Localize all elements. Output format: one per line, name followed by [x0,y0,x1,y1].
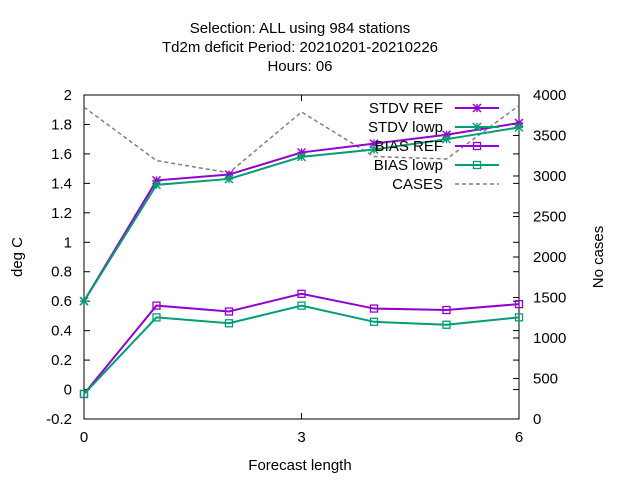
data-point-bias-lowp [297,301,306,310]
y-tick-label: 1.4 [51,175,72,192]
data-point-bias-ref [224,307,234,316]
y2-tick-label: 3000 [533,168,566,185]
data-point-bias-ref [514,299,524,309]
data-point-stdv-lowp-stroke [152,180,161,190]
data-point-stdv-lowp-stroke [442,134,451,144]
legend-marker-bias-ref [472,141,482,151]
data-point-bias-lowp [224,319,234,328]
series-line-bias-lowp [83,304,520,395]
data-point-stdv-lowp [79,296,89,306]
legend-marker-bias-lowp [472,160,482,170]
chart-title-line-2: Td2m deficit Period: 20210201-20210226 [162,39,438,56]
legend-label-bias-lowp: BIAS lowp [374,157,443,174]
y-axis-label: deg C [9,237,26,277]
x-axis-label: Forecast length [248,457,351,474]
y-tick-label: 1.8 [51,116,72,133]
data-point-bias-lowp [442,320,451,329]
data-point-bias-lowp [152,313,161,322]
legend-marker-stdv-lowp [472,122,482,132]
chart-title-line-3: Hours: 06 [267,58,332,75]
y2-tick-label: 4000 [533,87,566,104]
data-point-stdv-lowp [442,134,451,144]
y-tick-label: 1 [64,234,72,251]
data-point-stdv-lowp-stroke [297,152,306,162]
data-point-bias-ref [442,305,451,315]
y-tick-label: -0.2 [46,411,72,428]
data-point-stdv-lowp-stroke [224,174,234,184]
x-tick-label: 6 [515,429,523,446]
y2-tick-label: 3500 [533,128,566,145]
y2-tick-label: 1500 [533,290,566,307]
data-point-bias-ref [152,301,161,310]
y2-tick-label: 2000 [533,249,566,266]
series-line-cases [83,104,520,174]
data-point-bias-ref [369,304,379,313]
legend-marker-stdv-ref-stroke [472,103,482,113]
data-point-stdv-lowp [297,152,306,162]
data-point-bias-lowp [514,313,524,322]
y2-tick-label: 2500 [533,209,566,226]
data-point-stdv-lowp-stroke [514,122,524,132]
data-point-stdv-lowp [369,144,379,154]
data-point-stdv-lowp [152,180,161,190]
data-point-stdv-lowp-stroke [79,296,89,306]
data-point-stdv-lowp [224,174,234,184]
data-point-stdv-lowp [514,122,524,132]
x-tick-label: 0 [80,429,88,446]
y2-tick-label: 500 [533,371,558,388]
data-point-stdv-lowp-stroke [369,144,379,154]
y2-tick-label: 0 [533,411,541,428]
legend-label-cases: CASES [392,176,443,193]
legend-label-stdv-lowp: STDV lowp [368,119,443,136]
plot-frame [83,94,520,420]
series-line-bias-ref [83,292,520,395]
y-tick-label: 1.2 [51,205,72,222]
legend-marker-stdv-lowp-stroke [472,122,482,132]
plot-layer: -0.2 0 0.2 0.4 0.6 0.8 1 1.2 1.4 1.6 1.8 2 0 500 1000 1… [46,87,566,446]
x-tick-label: 3 [297,429,305,446]
y-tick-label: 0.2 [51,352,72,369]
legend-label-bias-ref: BIAS REF [375,138,443,155]
y-tick-label: 0.6 [51,293,72,310]
y2-tick-label: 1000 [533,330,566,347]
y-tick-label: 2 [64,87,72,104]
data-point-bias-lowp [369,317,379,326]
y2-axis-label: No cases [590,226,607,289]
legend-marker-stdv-ref [472,103,482,113]
y-tick-label: 0.4 [51,323,72,340]
legend-label-stdv-ref: STDV REF [369,100,443,117]
y-tick-label: 0.8 [51,264,72,281]
chart-title-line-1: Selection: ALL using 984 stations [190,20,410,37]
y-tick-label: 1.6 [51,146,72,163]
data-point-bias-lowp [79,389,89,399]
y-tick-label: 0 [64,382,72,399]
data-point-bias-ref [297,289,306,298]
